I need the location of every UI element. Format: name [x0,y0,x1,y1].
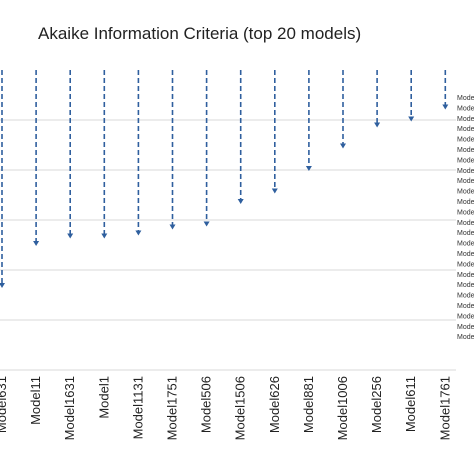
x-tick-label: Model881 [301,376,316,433]
legend-entry: Model [457,178,474,185]
legend-entry: Model [457,282,474,289]
x-tick-label: Model1 [96,376,111,419]
x-tick-label: Model611 [403,376,418,432]
chart-title: Akaike Information Criteria (top 20 mode… [38,24,361,43]
drop-marker [33,241,40,246]
legend: Model Model Model Model Model Model Model Model… [457,95,474,341]
drop-marker [67,233,74,239]
legend-entry: Model [457,199,474,206]
legend-entry: Model [457,209,474,216]
x-axis-labels: Model631 Model11 Model1631 Model1 Model1131 M… [0,376,452,440]
x-tick-label: Model1006 [335,376,350,440]
drop-lines [0,70,449,288]
drop-marker [442,104,449,110]
legend-entry: Model [457,116,474,123]
legend-entry: Model [457,251,474,258]
legend-entry: Model [457,168,474,175]
legend-entry: Model [457,95,474,102]
legend-entry: Model [457,303,474,310]
drop-marker [237,199,244,204]
legend-entry: Model [457,334,474,341]
legend-entry: Model [457,313,474,320]
legend-entry: Model [457,293,474,300]
legend-entry: Model [457,147,474,154]
x-tick-label: Model1631 [62,376,77,440]
x-tick-label: Model1131 [130,376,145,439]
legend-entry: Model [457,126,474,133]
legend-entry: Model [457,261,474,268]
drop-marker [101,233,108,239]
x-tick-label: Model11 [28,376,43,425]
legend-entry: Model [457,137,474,144]
drop-marker [0,283,5,288]
legend-entry: Model [457,272,474,279]
x-tick-label: Model631 [0,376,9,433]
legend-entry: Model [457,189,474,196]
drop-marker [169,224,176,230]
legend-entry: Model [457,220,474,227]
x-tick-label: Model506 [199,376,214,433]
drop-marker [374,122,381,128]
legend-entry: Model [457,324,474,331]
x-tick-label: Model256 [369,376,384,433]
drop-marker [203,221,210,227]
x-tick-label: Model1761 [437,376,452,440]
drop-marker [340,143,346,149]
legend-entry: Model [457,157,474,164]
drop-marker [135,230,142,236]
legend-entry: Model [457,230,474,237]
legend-entry: Model [457,105,474,112]
gridlines [0,119,456,371]
x-tick-label: Model1751 [165,376,180,440]
x-tick-label: Model626 [267,376,282,433]
drop-marker [271,188,278,194]
drop-marker [408,116,415,122]
x-tick-label: Model1506 [233,376,248,440]
legend-entry: Model [457,241,474,248]
drop-marker [305,166,312,171]
